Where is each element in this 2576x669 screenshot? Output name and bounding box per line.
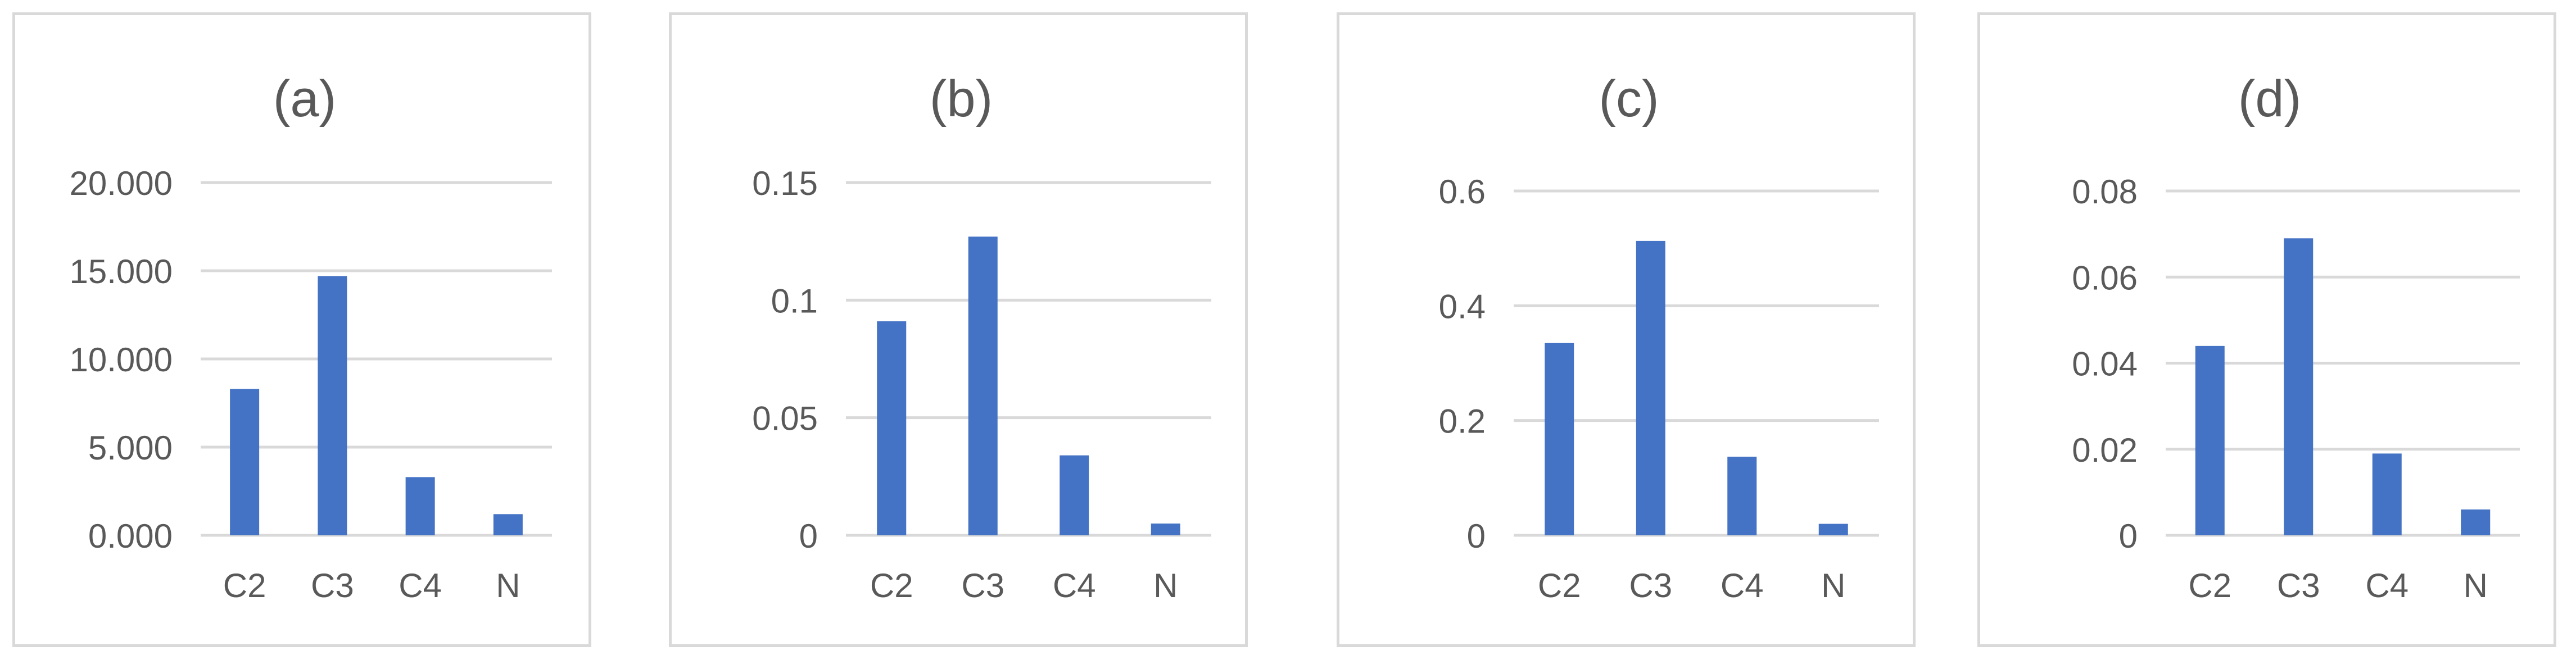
chart-title: (a)	[273, 70, 336, 128]
chart-a: (a) 0.000 5.000 10.000 15.000 20.000 C2 C3 C4 N	[69, 70, 552, 604]
x-tick-label: C3	[1629, 567, 1672, 604]
x-tick-label: C3	[311, 567, 354, 604]
bar-c3	[2284, 238, 2314, 536]
y-tick-label: 0.04	[2072, 345, 2138, 383]
y-tick-label: 0.4	[1439, 288, 1486, 325]
chart-panel-d: (d) 0 0.02 0.04 0.06 0.08 C2 C3 C4 N	[1977, 12, 2556, 647]
y-tick-label: 0.1	[771, 282, 818, 320]
x-tick-label: C2	[223, 567, 266, 604]
y-tick-label: 0	[799, 517, 818, 555]
x-tick-label: C4	[2365, 567, 2409, 604]
x-tick-label: C3	[961, 567, 1004, 604]
chart-d: (d) 0 0.02 0.04 0.06 0.08 C2 C3 C4 N	[2072, 70, 2520, 604]
chart-panel-c: (c) 0 0.2 0.4 0.6 C2 C3 C4 N	[1337, 12, 1916, 647]
bar-c2	[230, 389, 260, 535]
x-tick-label: C4	[1721, 567, 1764, 604]
x-tick-label: C2	[2188, 567, 2231, 604]
x-tick-label: N	[1153, 567, 1178, 604]
x-tick-label: C4	[399, 567, 442, 604]
y-tick-label: 0.2	[1439, 403, 1486, 440]
chart-title: (b)	[930, 70, 993, 128]
x-tick-label: N	[496, 567, 520, 604]
chart-panel-a: (a) 0.000 5.000 10.000 15.000 20.000 C2 C3 C4 N	[12, 12, 591, 647]
bar-c4	[2372, 453, 2402, 535]
y-tick-label: 0	[1467, 517, 1486, 555]
x-tick-label: C3	[2277, 567, 2320, 604]
x-tick-label: N	[1821, 567, 1845, 604]
bar-c3	[968, 236, 998, 535]
x-tick-label: N	[2464, 567, 2488, 604]
x-tick-label: C2	[870, 567, 913, 604]
bar-c3	[1636, 240, 1665, 535]
bar-c4	[405, 477, 435, 535]
y-tick-label: 0.06	[2072, 259, 2138, 297]
bar-c2	[2195, 345, 2225, 535]
y-tick-label: 0.08	[2072, 173, 2138, 211]
y-tick-label: 0	[2119, 517, 2138, 555]
chart-b: (b) 0 0.05 0.1 0.15 C2 C3 C4 N	[752, 70, 1211, 604]
chart-panel-b: (b) 0 0.05 0.1 0.15 C2 C3 C4 N	[669, 12, 1248, 647]
y-tick-label: 0.05	[752, 400, 818, 438]
chart-title: (d)	[2238, 70, 2301, 128]
bar-n	[1151, 524, 1180, 535]
chart-title: (c)	[1599, 70, 1659, 128]
chart-c: (c) 0 0.2 0.4 0.6 C2 C3 C4 N	[1439, 70, 1879, 604]
y-tick-label: 20.000	[69, 165, 173, 202]
y-tick-label: 5.000	[88, 429, 173, 467]
y-tick-label: 0.15	[752, 165, 818, 202]
bar-c4	[1060, 455, 1089, 535]
bar-n	[493, 514, 523, 535]
bar-n	[2461, 509, 2491, 535]
x-tick-label: C4	[1053, 567, 1096, 604]
bar-n	[1818, 524, 1848, 535]
y-tick-label: 0.02	[2072, 431, 2138, 469]
y-tick-label: 10.000	[69, 341, 173, 379]
bar-c4	[1727, 457, 1757, 535]
bar-c2	[1545, 343, 1574, 535]
bar-c3	[318, 276, 347, 535]
y-tick-label: 15.000	[69, 253, 173, 290]
x-tick-label: C2	[1538, 567, 1581, 604]
y-tick-label: 0.6	[1439, 173, 1486, 211]
bar-c2	[877, 321, 907, 535]
y-tick-label: 0.000	[88, 517, 173, 555]
